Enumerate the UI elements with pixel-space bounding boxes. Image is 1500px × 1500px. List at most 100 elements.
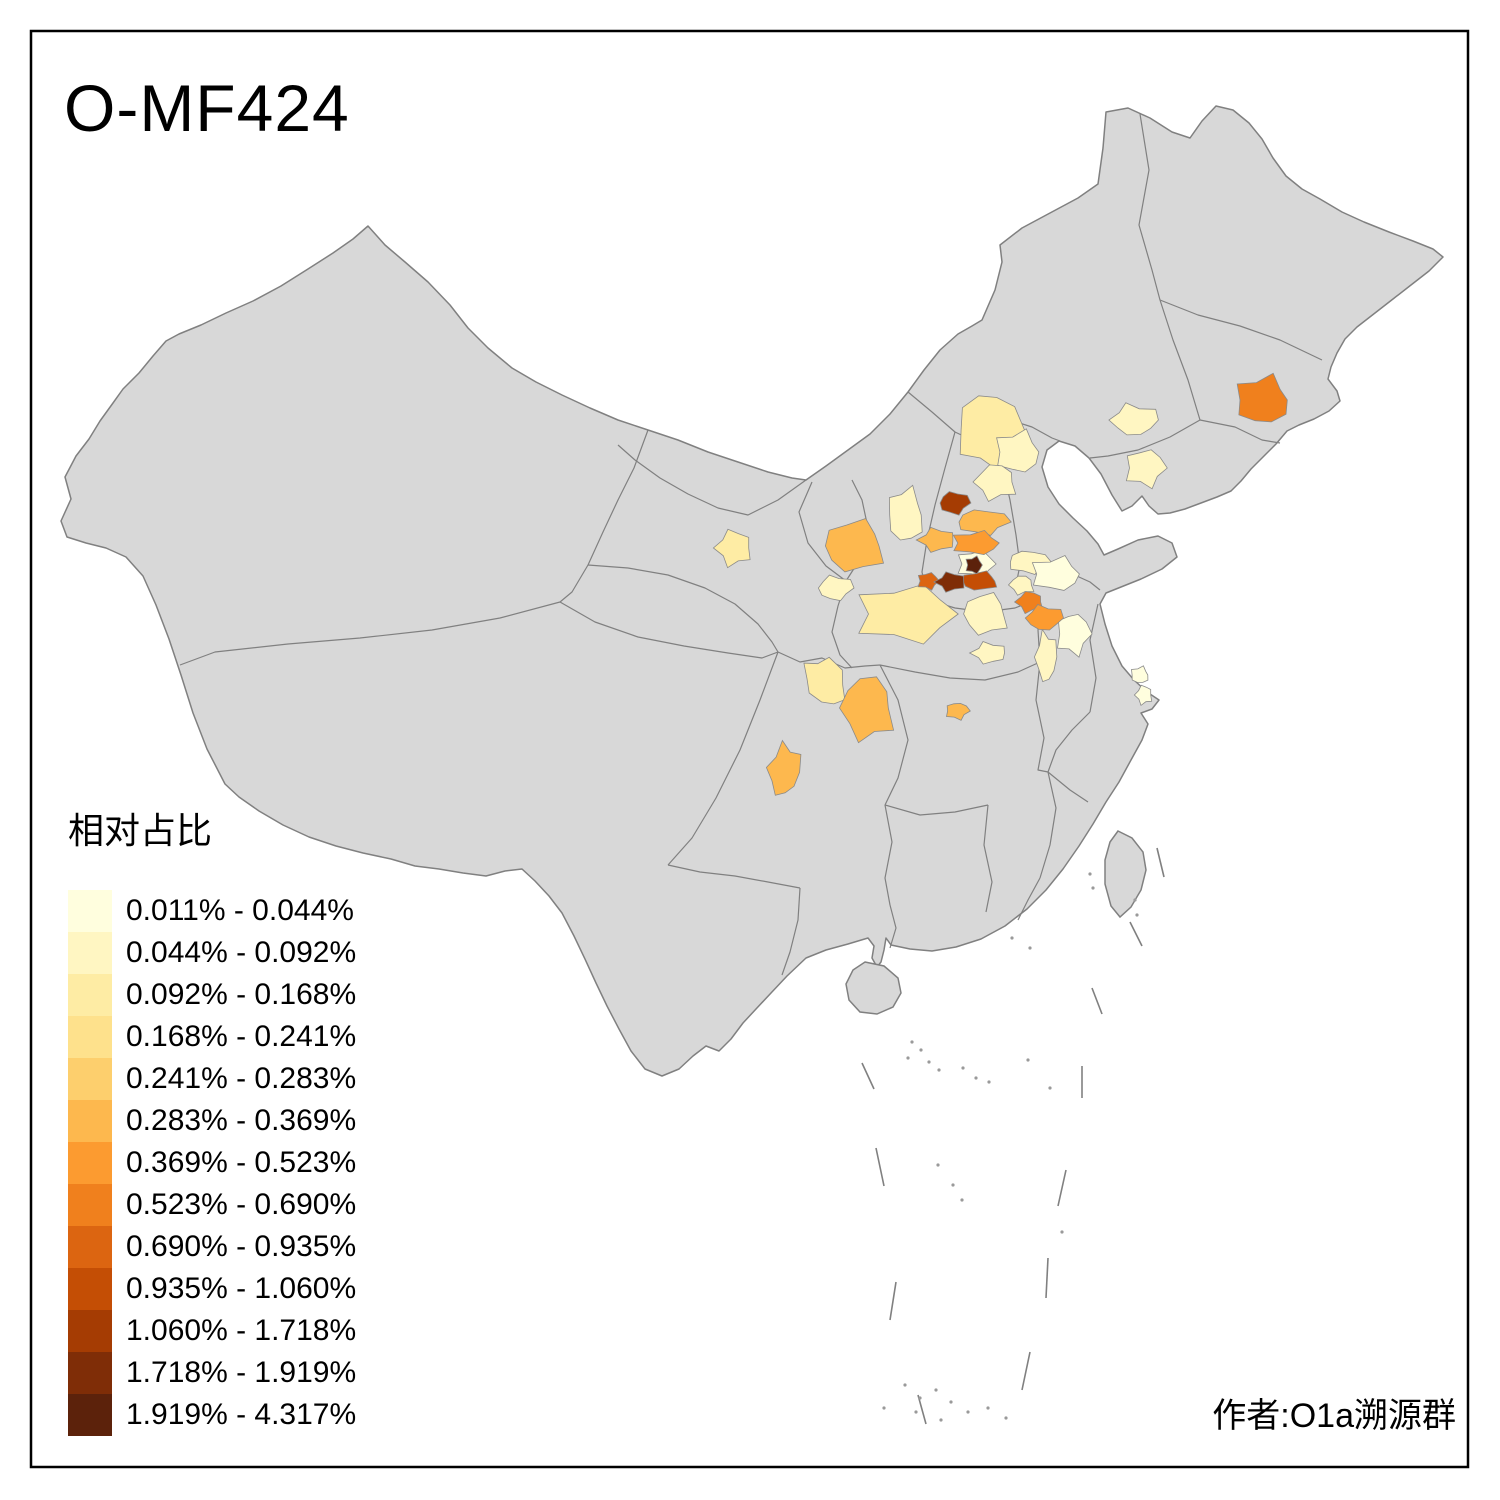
legend-row-9: 0.690% - 0.935% <box>68 1226 356 1268</box>
island-dot <box>914 1410 918 1414</box>
legend-swatch-2 <box>68 932 112 974</box>
legend-row-4: 0.168% - 0.241% <box>68 1016 356 1058</box>
island-dot <box>934 1388 938 1392</box>
patch-north-sichuan <box>803 656 846 705</box>
patch-mid-anhui <box>1057 613 1093 658</box>
patch-linfen-darkest <box>965 555 983 575</box>
south-china-sea-features <box>861 847 1165 1425</box>
legend-swatch-11 <box>68 1310 112 1352</box>
patch-shanghai-suzhou-1 <box>1131 665 1149 683</box>
patch-chengde-area <box>1108 402 1159 436</box>
island-dot <box>1060 1230 1064 1234</box>
island-dot <box>903 1383 907 1387</box>
patch-south-sichuan <box>765 739 802 796</box>
legend-swatch-13 <box>68 1394 112 1436</box>
legend-label-12: 1.718% - 1.919% <box>126 1356 357 1389</box>
island-dot <box>1026 1058 1030 1062</box>
legend-row-12: 1.718% - 1.919% <box>68 1352 356 1394</box>
legend-row-5: 0.241% - 0.283% <box>68 1058 356 1100</box>
island-dot <box>1028 946 1032 950</box>
legend-label-4: 0.168% - 0.241% <box>126 1020 357 1053</box>
legend-label-6: 0.283% - 0.369% <box>126 1104 357 1137</box>
legend-label-8: 0.523% - 0.690% <box>126 1188 357 1221</box>
island-dot <box>1010 936 1014 940</box>
legend-row-13: 1.919% - 4.317% <box>68 1394 356 1436</box>
choropleth-regions <box>712 372 1288 796</box>
legend-swatch-9 <box>68 1226 112 1268</box>
legend-row-7: 0.369% - 0.523% <box>68 1142 356 1184</box>
nine-dash-line-segment <box>889 1281 897 1321</box>
patch-chongqing <box>839 676 895 744</box>
patch-east-gansu <box>817 574 855 602</box>
legend-swatch-6 <box>68 1100 112 1142</box>
legend-row-8: 0.523% - 0.690% <box>68 1184 356 1226</box>
legend-items: 0.011% - 0.044% 0.044% - 0.092% 0.092% - 0… <box>68 890 356 1436</box>
island-dot <box>949 1400 953 1404</box>
patch-luliang-orange <box>915 526 954 553</box>
legend-row-10: 0.935% - 1.060% <box>68 1268 356 1310</box>
island-dot <box>951 1183 955 1187</box>
author-credit: 作者:O1a溯源群 <box>1212 1397 1456 1435</box>
legend-swatch-4 <box>68 1016 112 1058</box>
island-dot <box>1091 886 1095 890</box>
patch-north-anhui <box>1033 628 1058 683</box>
legend-title: 相对占比 <box>68 810 213 851</box>
legend-row-6: 0.283% - 0.369% <box>68 1100 356 1142</box>
legend-swatch-8 <box>68 1184 112 1226</box>
patch-west-shandong-2 <box>1031 554 1080 591</box>
legend-label-10: 0.935% - 1.060% <box>126 1272 357 1305</box>
nine-dash-line-segment <box>917 1394 927 1425</box>
patch-baoding-area <box>972 464 1017 503</box>
island-dot <box>937 1068 941 1072</box>
legend-label-13: 1.919% - 4.317% <box>126 1398 357 1431</box>
legend-row-11: 1.060% - 1.718% <box>68 1310 356 1352</box>
island-dot <box>986 1406 990 1410</box>
legend-label-7: 0.369% - 0.523% <box>126 1146 357 1179</box>
patch-south-henan <box>968 641 1005 665</box>
patch-central-shanxi-lower <box>952 529 1000 556</box>
patch-weinan-deep-orange <box>917 572 940 591</box>
legend-swatch-1 <box>68 890 112 932</box>
patch-west-liaoning <box>1125 449 1168 490</box>
island-dot <box>966 1410 970 1414</box>
taiwan-island-shape <box>1104 830 1147 919</box>
island-dot <box>918 1396 922 1400</box>
nine-dash-line-segment <box>1156 847 1165 878</box>
island-dot <box>919 1048 923 1052</box>
legend-label-1: 0.011% - 0.044% <box>126 894 354 927</box>
island-dot <box>927 1060 931 1064</box>
legend: 相对占比 0.011% - 0.044% 0.044% - 0.092% 0.092… <box>68 802 356 1436</box>
legend-label-5: 0.241% - 0.283% <box>126 1062 357 1095</box>
island-dot <box>1135 913 1139 917</box>
legend-label-2: 0.044% - 0.092% <box>126 936 357 969</box>
nine-dash-line-segment <box>1057 1169 1067 1207</box>
island-dot <box>906 1056 910 1060</box>
patch-xinzhou-dark <box>939 491 972 516</box>
island-dot <box>1088 872 1092 876</box>
island-dot <box>1004 1416 1008 1420</box>
patch-north-shaanxi <box>888 484 923 541</box>
patch-northwest-hubei <box>946 702 971 721</box>
legend-row-1: 0.011% - 0.044% <box>68 890 356 932</box>
patch-beijing-area <box>996 428 1040 473</box>
island-dot <box>961 1066 965 1070</box>
patch-xuzhou-orange <box>1024 604 1064 631</box>
legend-label-3: 0.092% - 0.168% <box>126 978 357 1011</box>
patch-yuncheng-dark <box>933 571 965 593</box>
patch-central-shanxi-upper <box>958 509 1012 536</box>
legend-swatch-5 <box>68 1058 112 1100</box>
island-dot <box>936 1163 940 1167</box>
island-dot <box>882 1406 886 1410</box>
patch-ningxia <box>824 518 884 573</box>
patch-east-jilin <box>1236 372 1288 423</box>
china-mainland-shape <box>60 105 1444 1077</box>
island-dot <box>960 1198 964 1202</box>
legend-swatch-7 <box>68 1142 112 1184</box>
nine-dash-line-segment <box>1045 1257 1049 1299</box>
map-frame <box>29 29 1470 1469</box>
legend-label-11: 1.060% - 1.718% <box>126 1314 357 1347</box>
legend-swatch-3 <box>68 974 112 1016</box>
page-title: O-MF424 <box>64 71 350 145</box>
island-dot <box>939 1418 943 1422</box>
